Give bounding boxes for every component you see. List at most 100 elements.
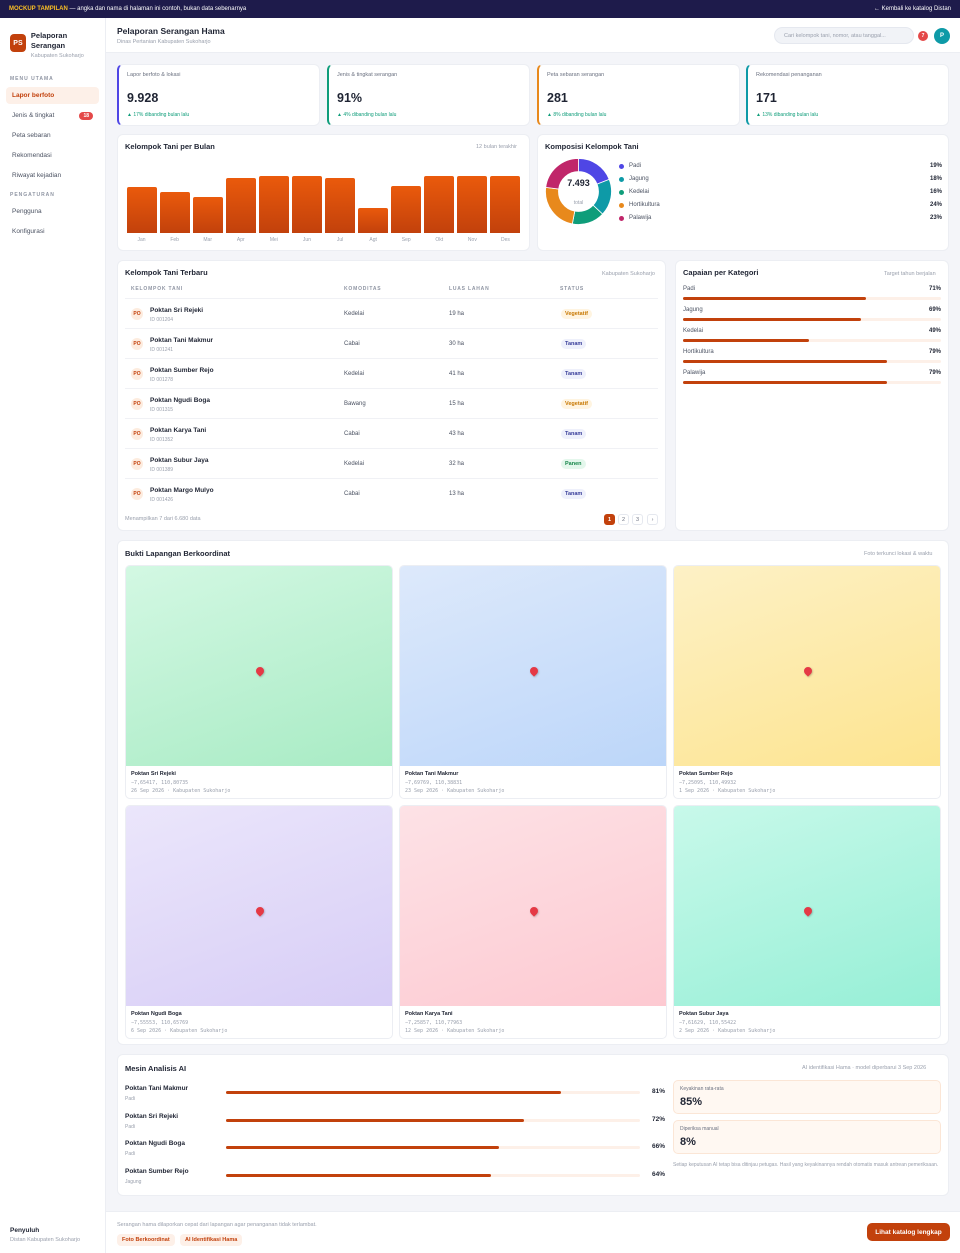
search-input[interactable]: Cari kelompok tani, nomor, atau tanggal.… [774,27,914,44]
photo-location-name: Poktan Karya Tani [405,1011,453,1017]
photo-card[interactable]: Poktan Sri Rejeki −7,65417, 110,80735 26 S… [125,565,393,799]
x-tick-label: Jan [137,237,146,243]
photo-date: 6 Sep 2026 · Kabupaten Sukoharjo [131,1028,228,1034]
table-row[interactable]: PO Poktan Karya Tani ID 001352 Cabai 43 ha Ta… [125,418,658,448]
table-row[interactable]: PO Poktan Subur Jaya ID 001389 Kedelai 32 ha… [125,448,658,478]
row-id: ID 001204 [150,317,174,323]
sidebar-user: Penyuluh Distan Kabupaten Sukoharjo [10,1227,80,1243]
section-main-label: MENU UTAMA [10,76,54,82]
photo-date: 12 Sep 2026 · Kabupaten Sukoharjo [405,1028,505,1034]
page-button-1[interactable]: 1 [604,514,615,525]
legend-label: Palawija [629,215,652,221]
table-row[interactable]: PO Poktan Ngudi Boga ID 001315 Bawang 15 ha V… [125,388,658,418]
sidebar-item-rekomendasi[interactable]: Rekomendasi [6,147,99,164]
brand-subtitle: Kabupaten Sukoharjo [30,53,84,59]
photos-title: Bukti Lapangan Berkoordinat [125,549,231,558]
photo-card[interactable]: Poktan Sumber Rejo −7,25095, 110,49932 1 S… [673,565,941,799]
table-row[interactable]: PO Poktan Tani Makmur ID 001241 Cabai 30 ha T… [125,328,658,358]
ai-row-name: Poktan Sumber Rejo [125,1167,189,1175]
sidebar: PS Pelaporan Serangan Kabupaten Sukoharj… [0,18,106,1253]
progress-fill [683,381,887,384]
sidebar-item-riwayat-kejadian[interactable]: Riwayat kejadian [6,167,99,184]
page-footer: Serangan hama dilaporkan cepat dari lapa… [106,1211,960,1253]
notification-badge[interactable]: 7 [918,31,928,41]
kpi-label: Jenis & tingkat serangan [337,72,398,78]
x-tick-label: Jun [302,237,311,243]
progress-fill [683,318,862,321]
avatar[interactable]: P [934,28,950,44]
page-next-button[interactable]: › [647,514,658,525]
monthly-chart-note: 12 bulan terakhir [476,144,517,150]
capaian-percent: 79% [928,349,941,355]
kpi-card-jenis: Jenis & tingkat serangan 91% ▲ 4% dibandin… [327,64,530,126]
table-title: Kelompok Tani Terbaru [125,268,208,277]
stat-value: 8% [680,1136,696,1148]
donut-total-label: total [573,200,584,206]
table-row[interactable]: PO Poktan Sri Rejeki ID 001204 Kedelai 19 ha… [125,298,658,328]
confidence-track [226,1118,640,1122]
status-badge: Tanam [561,489,587,499]
row-luas: 43 ha [449,431,465,437]
table-row[interactable]: PO Poktan Margo Mulyo ID 001426 Cabai 13 ha T… [125,478,658,508]
legend-label: Kedelai [629,189,650,195]
sidebar-item-konfigurasi[interactable]: Konfigurasi [6,223,99,240]
bar-jan [126,187,157,233]
table-row[interactable]: PO Poktan Sumber Rejo ID 001278 Kedelai 41 h… [125,358,658,388]
photo-card[interactable]: Poktan Karya Tani −7,25857, 110,77963 12 S… [399,805,667,1039]
page-button-3[interactable]: 3 [632,514,643,525]
photo-card[interactable]: Poktan Subur Jaya −7,61629, 110,55422 2 Se… [673,805,941,1039]
ai-row: Poktan Tani Makmur Padi 81% [125,1085,665,1111]
photo-card[interactable]: Poktan Tani Makmur −7,69769, 110,38831 23 … [399,565,667,799]
row-komoditas: Kedelai [344,371,365,377]
progress-track [683,297,941,300]
bar-sep [391,185,422,233]
photo-location-name: Poktan Sri Rejeki [131,771,176,777]
sidebar-item-pengguna[interactable]: Pengguna [6,203,99,220]
row-initials-avatar: PO [131,398,143,410]
confidence-fill [226,1091,562,1094]
page-button-2[interactable]: 2 [618,514,629,525]
kpi-delta: ▲ 13% dibanding bulan lalu [756,112,819,118]
donut-chart [545,158,612,225]
user-role: Penyuluh [10,1227,40,1234]
x-tick-label: Feb [170,237,179,243]
legend-percent: 16% [929,189,942,195]
legend-swatch [619,189,624,195]
stat-value: 85% [680,1096,703,1108]
ai-row: Poktan Sumber Rejo Jagung 64% [125,1168,665,1194]
back-to-catalog-link[interactable]: ← Kembali ke katalog Distan [873,6,951,12]
confidence-track [226,1173,640,1177]
photo-coordinates: −7,61629, 110,55422 [679,1020,737,1026]
legend-item: Kedelai 16% [619,187,942,197]
ai-note: AI identifikasi Hama · model diperbarui … [802,1065,927,1071]
bar-des [490,176,521,233]
row-initials-avatar: PO [131,338,143,350]
composition-title: Komposisi Kelompok Tani [545,142,639,151]
row-initials-avatar: PO [131,308,143,320]
footer-text: Serangan hama dilaporkan cepat dari lapa… [117,1222,317,1228]
row-name: Poktan Karya Tani [150,427,207,434]
bar-chart-x-axis: Jan Feb Mar Apr Mei Jun Jul Agt Sep Okt Nov Des [125,237,522,245]
donut-slice-palawija [545,158,579,190]
sidebar-item-peta-sebaran[interactable]: Peta sebaran [6,127,99,144]
catalog-cta-button[interactable]: Lihat katalog lengkap [867,1223,950,1241]
capaian-percent: 69% [928,307,941,313]
kpi-value: 9.928 [127,91,159,105]
photo-date: 1 Sep 2026 · Kabupaten Sukoharjo [679,788,776,794]
confidence-percent: 72% [651,1115,665,1123]
x-tick-label: Okt [435,237,444,243]
photo-card[interactable]: Poktan Ngudi Boga −7,55553, 110,65769 6 Se… [125,805,393,1039]
bar-agt [358,207,389,233]
row-komoditas: Kedelai [344,461,365,467]
photo-coordinates: −7,25095, 110,49932 [679,780,737,786]
ai-row: Poktan Sri Rejeki Padi 72% [125,1113,665,1139]
sidebar-item-jenis-tingkat[interactable]: Jenis & tingkat 18 [6,107,99,124]
stat-label: Keyakinan rata-rata [680,1086,724,1092]
row-komoditas: Cabai [344,491,360,497]
capaian-label: Palawija [683,370,706,376]
brand-logo: PS [10,34,26,52]
x-tick-label: Des [501,237,510,243]
capaian-item: Kedelai 49% [683,328,941,343]
legend-swatch [619,176,624,182]
sidebar-item-lapor-berfoto[interactable]: Lapor berfoto [6,87,99,104]
